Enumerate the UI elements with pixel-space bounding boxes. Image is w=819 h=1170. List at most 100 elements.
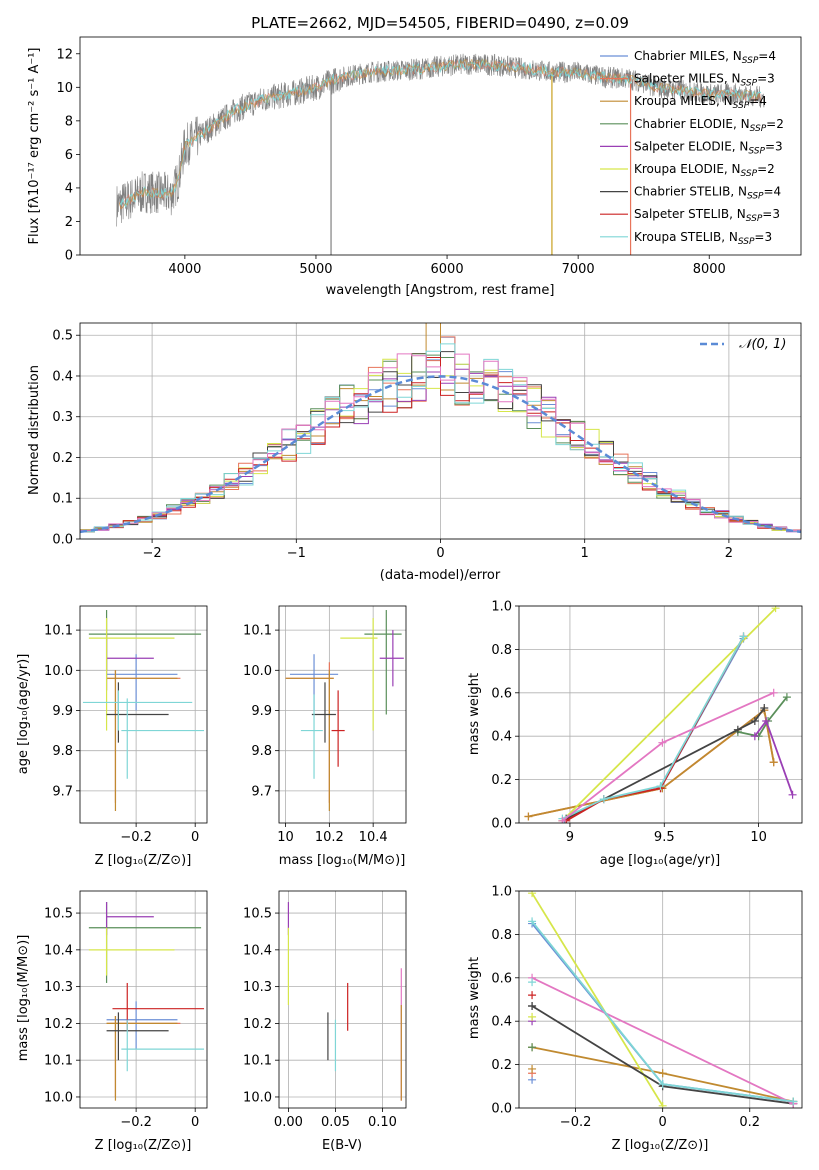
legend-subscript: SSP [750, 124, 767, 134]
y-tick-label: 0.6 [491, 686, 512, 701]
legend-nssp: =3 [765, 139, 783, 153]
x-tick-label: 10 [750, 830, 767, 845]
plot-area [82, 610, 205, 811]
massweight-vs-age-ylabel: mass weight [467, 673, 482, 755]
axes-frame [79, 890, 208, 1109]
weight-marker [558, 816, 567, 823]
x-tick-label: −1 [287, 546, 306, 561]
y-tick-label: 1.0 [491, 885, 512, 900]
residuals-ylabel: Normed distribution [27, 365, 42, 495]
axes-frame [278, 605, 407, 824]
legend-entry: Salpeter MILES, NSSP=3 [634, 72, 775, 89]
y-tick-label: 10.3 [243, 980, 272, 995]
y-tick-label: 0.4 [491, 730, 512, 745]
massweight-vs-metallicity-ylabel: mass weight [467, 957, 482, 1039]
legend-subscript: SSP [741, 79, 758, 89]
weight-line-3 [737, 696, 788, 738]
y-tick-label: 9.7 [251, 784, 272, 799]
legend-nssp: =4 [758, 49, 776, 63]
weight-marker-extra [528, 1043, 537, 1052]
legend-nssp: =4 [764, 185, 782, 199]
mass-vs-metallicity-ylabel: mass [log₁₀(M/M⊙)] [16, 935, 31, 1062]
legend-entry: Kroupa ELODIE, NSSP=2 [634, 162, 775, 179]
y-tick-label: 9.8 [52, 744, 73, 759]
x-tick-label: 0.00 [274, 1115, 303, 1130]
y-tick-label: 10.3 [44, 980, 73, 995]
legend-subscript: SSP [742, 56, 759, 66]
y-tick-label: 10 [56, 81, 73, 96]
legend-entry: Kroupa STELIB, NSSP=3 [634, 230, 772, 247]
weight-line-9 [561, 691, 775, 822]
weight-marker-extra [528, 1002, 537, 1011]
weight-marker [658, 1080, 667, 1089]
x-tick-label: 10.2 [315, 830, 344, 845]
y-tick-label: 9.7 [52, 784, 73, 799]
x-tick-label: −2 [143, 546, 162, 561]
weight-line-9 [531, 976, 794, 1105]
weight-marker [656, 782, 665, 791]
mass-vs-metallicity-panel: −0.2 0 10.0 10.1 10.2 10.3 10.4 10.5 [44, 890, 208, 1130]
legend-nssp: =3 [754, 230, 772, 244]
y-tick-label: 0.0 [52, 533, 73, 548]
x-tick-label: 0.2 [739, 1115, 760, 1130]
x-tick-label: −0.2 [120, 1115, 152, 1130]
y-tick-label: 9.8 [251, 744, 272, 759]
legend-entry: Kroupa MILES, NSSP=4 [634, 94, 767, 111]
weight-marker [771, 606, 780, 613]
y-tick-label: 0.3 [52, 410, 73, 425]
residuals-plot: −2 −1 0 1 2 0.0 0.1 0.2 0.3 0.4 0.5 [52, 322, 802, 561]
mass-vs-metallicity-xlabel: Z [log₁₀(Z/Z⊙)] [95, 1138, 192, 1153]
spectrum-legend: Chabrier MILES, NSSP=4 Salpeter MILES, NS… [600, 49, 784, 247]
y-tick-label: 0.4 [491, 1015, 512, 1030]
y-tick-label: 4 [65, 181, 73, 196]
figure-title: PLATE=2662, MJD=54505, FIBERID=0490, z=0… [251, 14, 629, 32]
y-tick-label: 10.1 [44, 624, 73, 639]
residuals-panel: −2 −1 0 1 2 0.0 0.1 0.2 0.3 0.4 0.5 (data-model)/e… [27, 322, 802, 583]
legend-entry: Salpeter ELODIE, NSSP=3 [634, 139, 783, 156]
y-tick-label: 10.0 [243, 664, 272, 679]
y-tick-label: 0.2 [491, 1058, 512, 1073]
mass-vs-ebv-xlabel: E(B-V) [322, 1138, 362, 1153]
plot-area [528, 891, 798, 1108]
legend-nssp: =3 [762, 207, 780, 221]
x-tick-label: 4000 [168, 262, 201, 277]
weight-marker [788, 790, 797, 799]
age-vs-metallicity-panel: −0.2 0 9.7 9.8 9.9 10.0 10.1 [44, 605, 208, 845]
y-tick-label: 0.1 [52, 492, 73, 507]
legend-entry: Chabrier STELIB, NSSP=4 [634, 185, 781, 202]
y-tick-label: 8 [65, 114, 73, 129]
y-tick-label: 0.5 [52, 329, 73, 344]
axes-frame [79, 36, 802, 256]
axes-frame [518, 890, 803, 1109]
y-tick-label: 0.0 [491, 817, 512, 832]
x-tick-label: −0.2 [560, 1115, 592, 1130]
weight-marker-extra [528, 978, 537, 987]
weight-marker [733, 725, 742, 734]
age-vs-mass-xlabel: mass [log₁₀(M/M⊙)] [279, 853, 406, 868]
spectrum-ylabel: Flux [fλ10⁻¹⁷ erg cm⁻² s⁻¹ A⁻¹] [27, 48, 42, 245]
age-vs-metallicity-xlabel: Z [log₁₀(Z/Z⊙)] [95, 853, 192, 868]
weight-marker [750, 732, 759, 741]
y-tick-label: 10.4 [243, 943, 272, 958]
y-tick-label: 10.1 [243, 1054, 272, 1069]
x-tick-label: 0 [659, 1115, 667, 1130]
weight-marker [658, 1101, 667, 1108]
y-tick-label: 0 [65, 249, 73, 264]
histogram-series-8 [80, 343, 801, 533]
y-tick-label: 10.2 [44, 1017, 73, 1032]
x-tick-label: 0 [436, 546, 444, 561]
legend-subscript: SSP [741, 169, 758, 179]
massweight-vs-age-panel: 9 9.5 10 0.0 0.2 0.4 0.6 0.8 1.0 [491, 600, 803, 845]
weight-line-2 [528, 708, 775, 818]
legend-nssp: =2 [757, 162, 775, 176]
model-spectrum-8 [118, 58, 762, 208]
y-tick-label: 0.8 [491, 643, 512, 658]
plot-area [287, 902, 402, 1101]
plot-area [88, 902, 205, 1101]
y-tick-label: 10.2 [243, 1017, 272, 1032]
weight-marker [658, 738, 667, 747]
weight-marker [769, 758, 778, 767]
y-tick-label: 0.0 [491, 1102, 512, 1117]
x-tick-label: 8000 [693, 262, 726, 277]
